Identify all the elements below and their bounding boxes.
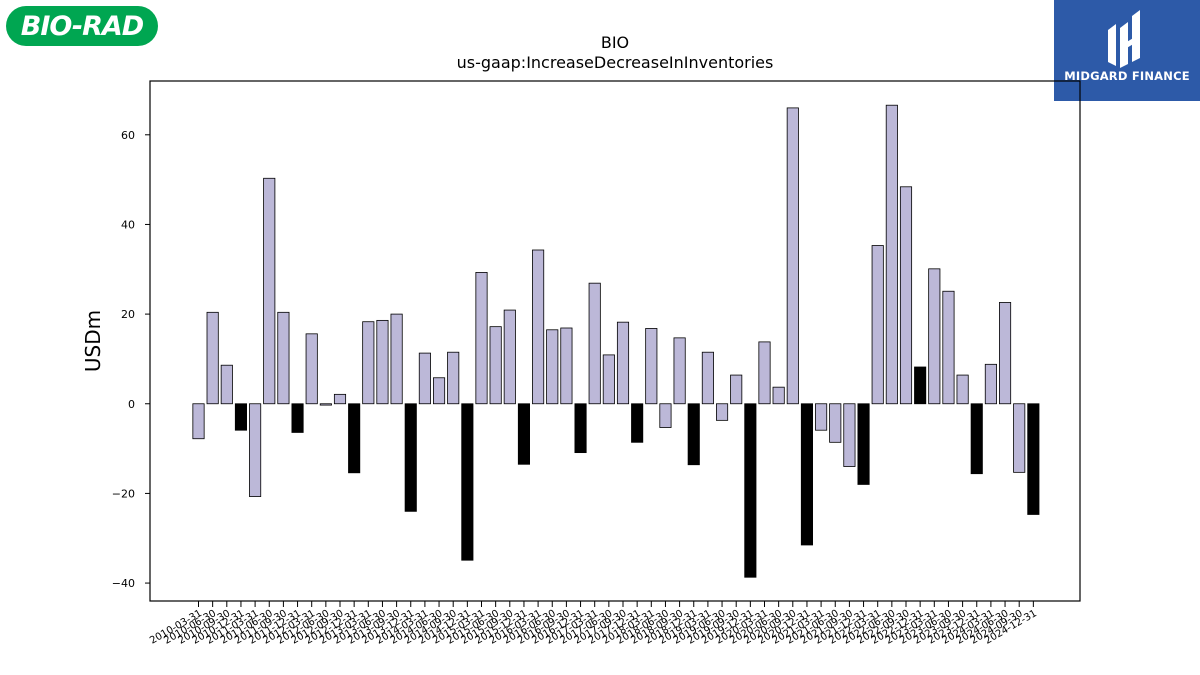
bar-2011-03-31 <box>249 403 262 497</box>
bar-2016-06-30 <box>546 329 559 405</box>
bar-2015-06-30 <box>489 326 502 405</box>
bar-2019-12-31 <box>744 403 757 578</box>
bar-2017-12-31 <box>631 403 644 443</box>
bar-2024-03-31 <box>984 363 997 405</box>
bar-2019-09-30 <box>730 374 743 405</box>
y-tick-label: 60 <box>121 129 135 142</box>
chart-subtitle: us-gaap:IncreaseDecreaseInInventories <box>457 53 774 72</box>
bar-2014-03-31 <box>418 352 431 405</box>
bar-2017-09-30 <box>616 321 630 405</box>
bar-2022-06-30 <box>885 104 898 405</box>
bar-2016-12-31 <box>574 403 587 454</box>
bar-2024-12-31 <box>1027 403 1040 515</box>
y-tick-label: −20 <box>112 487 135 500</box>
bar-2017-06-30 <box>602 354 615 405</box>
bar-2020-12-31 <box>800 403 813 546</box>
bar-2010-06-30 <box>206 311 219 405</box>
y-tick-label: −40 <box>112 577 135 590</box>
bar-2016-09-30 <box>560 327 573 405</box>
bar-2011-09-30 <box>277 311 290 405</box>
bar-2022-03-31 <box>871 245 884 405</box>
x-axis-ticks: 2010-03-312010-06-302010-09-302010-12-31… <box>148 601 1039 647</box>
bar-2020-03-31 <box>758 341 771 405</box>
bar-2024-06-30 <box>999 302 1012 405</box>
bar-2020-09-30 <box>786 107 799 405</box>
bar-2012-06-30 <box>319 403 332 406</box>
bar-2022-09-30 <box>899 186 913 405</box>
y-axis-label: USDm <box>81 310 105 372</box>
midgard-finance-logo: MIDGARD FINANCE <box>1054 0 1200 101</box>
bar-2023-12-31 <box>970 403 983 475</box>
plot-frame <box>149 80 1081 602</box>
bar-2019-03-31 <box>701 351 714 405</box>
bar-2013-09-30 <box>390 313 403 405</box>
bar-2021-12-31 <box>857 403 870 485</box>
bar-2017-03-31 <box>588 282 601 405</box>
bar-2010-03-31 <box>192 403 205 440</box>
bar-2023-06-30 <box>942 290 955 405</box>
bar-2021-03-31 <box>815 403 828 431</box>
y-tick-label: 20 <box>121 308 135 321</box>
bar-2010-09-30 <box>220 364 233 405</box>
bar-2018-09-30 <box>673 337 686 405</box>
bar-2011-06-30 <box>263 177 276 405</box>
midgard-finance-brand-text: MIDGARD FINANCE <box>1064 69 1190 83</box>
bar-2020-06-30 <box>772 386 785 405</box>
bar-2013-03-31 <box>362 321 375 405</box>
bar-2015-03-31 <box>475 272 488 405</box>
midgard-mark-icon <box>1108 10 1140 68</box>
bar-2015-09-30 <box>503 309 516 405</box>
bar-2015-12-31 <box>517 403 530 465</box>
bio-rad-logo: BIO-RAD <box>6 6 158 46</box>
bar-2014-06-30 <box>432 377 446 405</box>
bar-2018-06-30 <box>659 403 672 428</box>
bar-2021-06-30 <box>829 403 842 443</box>
bar-2013-12-31 <box>404 403 417 512</box>
bar-2012-03-31 <box>305 333 318 405</box>
bar-2021-09-30 <box>843 403 856 467</box>
bar-2019-06-30 <box>716 403 729 421</box>
bar-2013-06-30 <box>376 319 389 405</box>
bar-2024-09-30 <box>1013 403 1026 473</box>
bar-2022-12-31 <box>914 366 927 405</box>
y-tick-label: 0 <box>128 398 135 411</box>
bar-2011-12-31 <box>291 403 304 433</box>
bar-2010-12-31 <box>234 403 248 431</box>
bar-2016-03-31 <box>532 249 545 405</box>
y-axis-ticks: −40 −20 0 20 40 60 <box>112 129 150 590</box>
bar-2023-03-31 <box>928 268 941 405</box>
bar-2012-12-31 <box>348 403 361 474</box>
bio-rad-logo-text: BIO-RAD <box>20 10 144 42</box>
y-tick-label: 40 <box>121 218 135 231</box>
bar-2014-09-30 <box>447 351 460 405</box>
bar-2018-12-31 <box>687 403 700 466</box>
bar-2023-09-30 <box>956 374 969 405</box>
bar-2012-09-30 <box>333 393 347 405</box>
bars-group <box>192 104 1040 578</box>
bar-2014-12-31 <box>461 403 474 561</box>
chart-title: BIO <box>601 33 629 52</box>
bar-2018-03-31 <box>645 328 658 405</box>
